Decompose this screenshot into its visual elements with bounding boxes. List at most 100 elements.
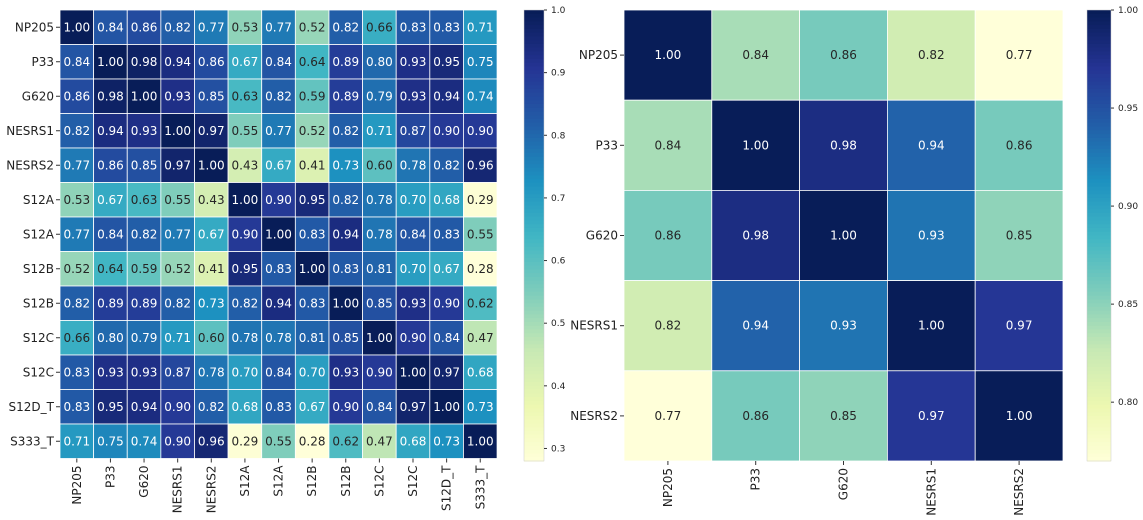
left-colorbar-segment (524, 419, 544, 425)
left-heatmap-value: 0.95 (433, 55, 460, 69)
left-heatmap-value: 0.80 (366, 55, 393, 69)
left-colorbar-segment (524, 164, 544, 169)
left-colorbar-segment (524, 445, 544, 451)
left-heatmap-cell (59, 216, 95, 252)
left-heatmap-value: 0.83 (433, 227, 460, 241)
right-colorbar-segment (1087, 408, 1111, 413)
left-heatmap-cell (463, 113, 498, 149)
left-heatmap-cell (328, 147, 363, 183)
left-colorbar-segment (524, 291, 544, 297)
right-heatmap-cell (887, 99, 976, 191)
left-heatmap-cell (126, 182, 162, 218)
right-heatmap-cell (974, 280, 1064, 372)
left-heatmap-cell (429, 320, 464, 356)
left-colorbar-segment (524, 145, 544, 150)
left-heatmap-value: 1.00 (97, 55, 124, 69)
left-colorbar-segment (524, 209, 544, 214)
left-heatmap-cell (194, 216, 229, 252)
right-x-tick-label: NESRS1 (924, 468, 938, 516)
right-heatmap-value: 1.00 (655, 48, 682, 62)
left-heatmap-value: 0.82 (164, 20, 191, 34)
right-colorbar-segment (1087, 201, 1111, 207)
left-colorbar-segment (524, 190, 544, 195)
left-heatmap-cell (328, 251, 363, 287)
left-heatmap-value: 0.75 (97, 434, 124, 448)
left-colorbar-segment (524, 265, 544, 270)
left-colorbar-segment (524, 36, 544, 41)
right-colorbar-segment (1087, 269, 1111, 274)
left-heatmap-cell (261, 216, 296, 252)
left-heatmap-value: 0.98 (131, 55, 158, 69)
right-heatmap-value: 1.00 (742, 138, 769, 152)
left-heatmap-cell (59, 285, 95, 321)
right-heatmap-cell (799, 99, 888, 191)
left-heatmap-value: 1.00 (299, 262, 326, 276)
right-colorbar-segment (1087, 224, 1111, 229)
right-colorbar-segment (1087, 321, 1111, 327)
left-heatmap-cell (261, 251, 296, 287)
left-colorbar-segment (524, 442, 544, 447)
right-colorbar-segment (1087, 314, 1111, 319)
right-colorbar-segment (1087, 85, 1111, 90)
right-colorbar-segment (1087, 261, 1111, 267)
left-colorbar-segment (524, 197, 544, 203)
left-heatmap-value: 0.71 (164, 331, 191, 345)
left-colorbar-segment (524, 434, 544, 440)
left-heatmap-value: 0.73 (467, 400, 494, 414)
right-heatmap-value: 0.82 (918, 48, 945, 62)
left-x-tick-label: NESRS2 (204, 466, 218, 514)
left-heatmap-cell (194, 44, 229, 80)
left-colorbar-segment (524, 205, 544, 210)
left-heatmap-value: 0.86 (198, 55, 225, 69)
left-heatmap-cell (160, 389, 195, 425)
left-heatmap-value: 0.70 (232, 365, 259, 379)
left-y-tick-label: P33 (31, 55, 54, 69)
right-heatmap-value: 1.00 (918, 319, 945, 333)
left-heatmap-cell (160, 44, 195, 80)
left-heatmap-cell (328, 44, 363, 80)
left-heatmap-value: 0.90 (366, 365, 393, 379)
right-colorbar-segment (1087, 58, 1111, 64)
right-heatmap-cell (623, 370, 713, 462)
left-colorbar-segment (524, 40, 544, 45)
left-heatmap-value: 0.60 (198, 331, 225, 345)
left-colorbar-tick-label: 0.8 (551, 131, 566, 141)
right-heatmap-cell (887, 280, 976, 372)
right-colorbar-segment (1087, 374, 1111, 379)
left-heatmap-value: 0.82 (433, 158, 460, 172)
left-heatmap-value: 0.66 (366, 20, 393, 34)
right-colorbar-segment (1087, 363, 1111, 368)
left-heatmap-cell (463, 147, 498, 183)
left-heatmap-value: 0.84 (400, 227, 427, 241)
left-heatmap-cell (328, 113, 363, 149)
right-colorbar-segment (1087, 329, 1111, 334)
left-heatmap-value: 0.83 (299, 227, 326, 241)
left-heatmap-cell (59, 423, 95, 459)
right-colorbar-segment (1087, 231, 1111, 237)
right-colorbar-segment (1087, 434, 1111, 440)
left-heatmap-value: 0.94 (97, 124, 124, 138)
left-heatmap-value: 0.68 (433, 193, 460, 207)
left-heatmap-value: 0.77 (164, 227, 191, 241)
right-colorbar-tick-label: 0.80 (1118, 398, 1138, 408)
left-heatmap-value: 0.78 (366, 227, 393, 241)
left-heatmap-value: 0.53 (63, 193, 90, 207)
left-colorbar-frame (523, 9, 545, 462)
right-heatmap-cell (623, 99, 713, 191)
right-colorbar-segment (1087, 96, 1111, 101)
left-heatmap-value: 0.82 (332, 20, 359, 34)
left-heatmap-value: 0.93 (400, 296, 427, 310)
right-colorbar-segment (1087, 442, 1111, 447)
right-colorbar-segment (1087, 62, 1111, 67)
left-heatmap-cell (261, 182, 296, 218)
left-heatmap-value: 0.86 (63, 89, 90, 103)
left-heatmap-value: 0.85 (332, 331, 359, 345)
left-heatmap-value: 0.85 (131, 158, 158, 172)
left-heatmap-cell (362, 78, 397, 114)
left-heatmap-value: 0.70 (400, 262, 427, 276)
left-heatmap-value: 0.97 (164, 158, 191, 172)
left-heatmap-value: 0.97 (400, 400, 427, 414)
right-colorbar-segment (1087, 209, 1111, 214)
left-heatmap-cell (126, 216, 162, 252)
right-colorbar-segment (1087, 175, 1111, 180)
